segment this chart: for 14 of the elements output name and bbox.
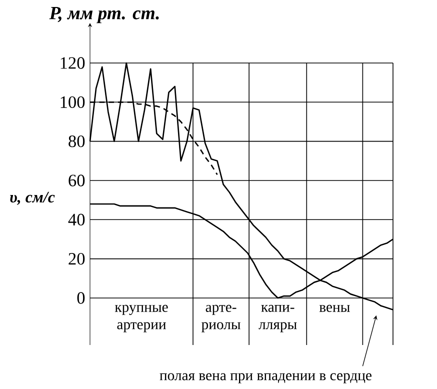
y-tick-label: 60 bbox=[68, 174, 85, 186]
text: υ, см/с bbox=[10, 192, 55, 205]
y-axis-title: P, мм рт. ст. bbox=[49, 6, 159, 24]
annotation: вены bbox=[319, 304, 350, 312]
y-tick-label: 0 bbox=[77, 292, 85, 304]
y-tick-label: 40 bbox=[68, 214, 85, 226]
y-tick-label: 80 bbox=[68, 135, 85, 148]
y-tick-label: 120 bbox=[60, 57, 85, 69]
text: полая вена при впадении в сердце bbox=[160, 373, 372, 384]
annotation: арте-риолы bbox=[202, 304, 240, 332]
annotation: крупные артерии bbox=[114, 304, 168, 332]
y-tick-label: 100 bbox=[60, 96, 85, 108]
annotation: капи-лляры bbox=[258, 304, 297, 332]
y-tick-label: 20 bbox=[68, 252, 85, 265]
